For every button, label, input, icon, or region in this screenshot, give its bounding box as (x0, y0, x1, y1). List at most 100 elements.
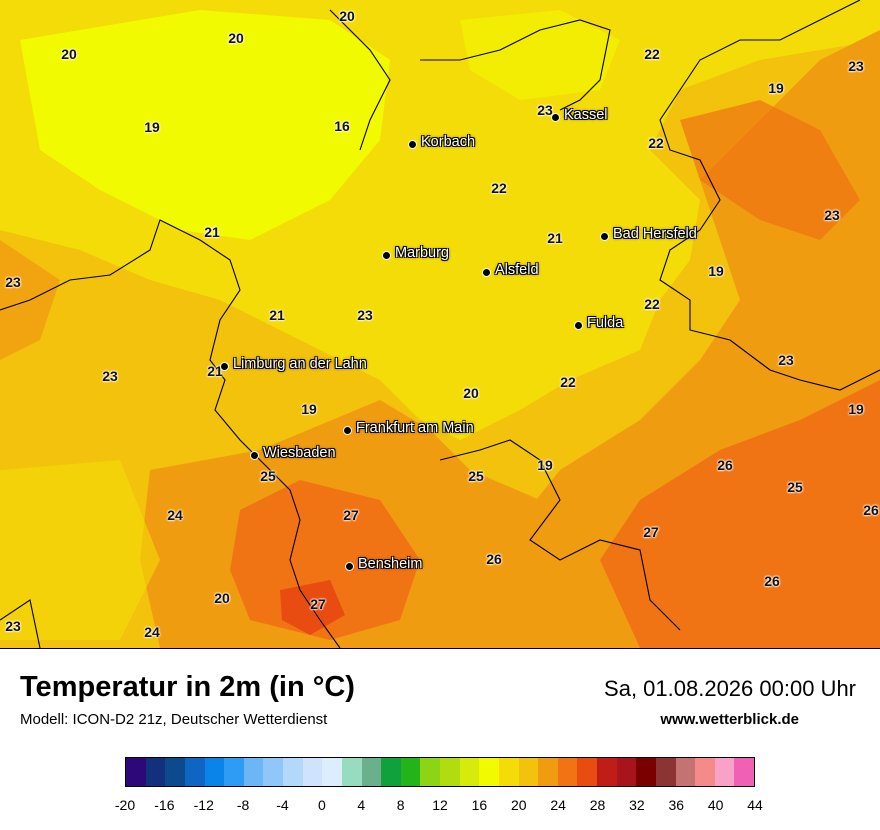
map-cool-zone-sw (0, 460, 160, 640)
temperature-value: 23 (778, 352, 794, 368)
map-cooler-zone (20, 10, 390, 240)
color-scale-swatch (616, 758, 637, 786)
color-scale-tick-label: 4 (357, 797, 366, 813)
city-dot (345, 562, 354, 571)
color-scale-swatch (283, 758, 303, 786)
temperature-value: 22 (644, 46, 660, 62)
website-link[interactable]: www.wetterblick.de (660, 711, 799, 728)
border-northwest (329, 9, 391, 151)
color-scale-ticks: -20 -16 -12 -8 -4 0 4 8 12 16 20 24 28 32 36 40 44 (0, 797, 880, 813)
temperature-value: 19 (848, 401, 864, 417)
temperature-value: 21 (269, 307, 285, 323)
temperature-value: 27 (643, 524, 659, 540)
city-dot (382, 251, 391, 260)
color-scale-tick-label: -20 (114, 797, 136, 813)
color-scale-tick-label: 20 (510, 797, 527, 813)
city-dot (343, 426, 352, 435)
color-scale-tick-label: 24 (550, 797, 566, 813)
color-scale-tick-label: 8 (396, 797, 405, 813)
color-scale-swatch (695, 758, 715, 786)
map-warmer-zone-s (230, 480, 420, 640)
temperature-value: 24 (144, 624, 160, 640)
color-scale-swatch (381, 758, 401, 786)
color-scale-swatch (145, 758, 166, 786)
temperature-value: 21 (547, 230, 563, 246)
map-title: Temperatur in 2m (in °C) (20, 671, 355, 703)
border-lines (0, 0, 880, 648)
map-hot-zone (280, 580, 345, 635)
color-scale-swatch (597, 758, 617, 786)
color-scale-swatch (263, 758, 283, 786)
color-scale-tick-label: 32 (629, 797, 645, 813)
temperature-value: 19 (301, 401, 317, 417)
city-name: Fulda (587, 315, 624, 331)
temperature-value: 23 (5, 618, 21, 634)
color-scale-swatch (655, 758, 676, 786)
color-scale-tick-label: 40 (707, 797, 724, 813)
color-scale-tick-label: 16 (471, 797, 488, 813)
temperature-value: 27 (310, 596, 326, 612)
color-scale-swatch (557, 758, 578, 786)
color-scale-swatch (636, 758, 656, 786)
city-dot (551, 113, 560, 122)
map-shading (0, 0, 880, 648)
model-info: Modell: ICON-D2 21z, Deutscher Wetterdie… (20, 711, 328, 728)
city-name: Wiesbaden (263, 445, 336, 461)
color-scale-swatch (577, 758, 597, 786)
map-warmer-patch-ne (680, 100, 860, 240)
temperature-value: 20 (339, 8, 355, 24)
temperature-value: 20 (61, 46, 77, 62)
temperature-value: 24 (167, 507, 183, 523)
temperature-value: 26 (486, 551, 502, 567)
temperature-value: 19 (708, 263, 724, 279)
color-scale-swatch (184, 758, 205, 786)
color-scale-swatch (440, 758, 460, 786)
color-scale-swatch (204, 758, 225, 786)
color-scale-swatch (224, 758, 244, 786)
temperature-value: 23 (824, 207, 840, 223)
border-north (420, 19, 611, 111)
city-dot (250, 451, 259, 460)
color-scale-swatch (459, 758, 480, 786)
temperature-value: 20 (214, 590, 230, 606)
color-scale-tick-label: 28 (589, 797, 606, 813)
color-scale-swatch (675, 758, 696, 786)
border-west (0, 219, 341, 648)
temperature-value: 20 (463, 385, 479, 401)
city-name: Korbach (421, 134, 476, 150)
temperature-value: 16 (334, 118, 350, 134)
temperature-value: 25 (468, 468, 484, 484)
map-warmer-zone-se (600, 380, 880, 648)
city-name: Kassel (564, 107, 608, 123)
color-scale-swatch (734, 758, 754, 786)
temperature-value: 23 (102, 368, 118, 384)
temperature-value: 22 (560, 374, 576, 390)
temperature-value: 22 (644, 296, 660, 312)
city-name: Bensheim (358, 556, 423, 572)
color-scale-tick-label: 0 (317, 797, 326, 813)
city-name: Alsfeld (495, 262, 539, 278)
city-name: Marburg (395, 245, 449, 261)
color-scale-tick-label: -12 (193, 797, 214, 813)
city-dot (600, 232, 609, 241)
color-scale-tick-label: 12 (432, 797, 448, 813)
temperature-value: 22 (491, 180, 507, 196)
border-southwest (0, 599, 41, 648)
temperature-value: 26 (863, 502, 879, 518)
color-scale-swatch (400, 758, 421, 786)
city-dot (220, 362, 229, 371)
temperature-value: 19 (768, 80, 784, 96)
color-scale-swatch (302, 758, 323, 786)
color-scale-tick-label: -8 (236, 797, 250, 813)
border-east (659, 0, 880, 391)
color-scale-swatch (165, 758, 185, 786)
forecast-datetime: Sa, 01.08.2026 00:00 Uhr (604, 676, 856, 701)
color-scale-swatch (322, 758, 342, 786)
temperature-value: 21 (207, 363, 223, 379)
temperature-value: 21 (204, 224, 220, 240)
color-scale-swatch (341, 758, 362, 786)
city-dot (482, 268, 491, 277)
color-scale-swatch (498, 758, 519, 786)
temperature-map: 20 20 20 22 23 19 19 16 23 22 22 21 23 2… (0, 0, 880, 649)
temperature-value: 25 (260, 468, 276, 484)
